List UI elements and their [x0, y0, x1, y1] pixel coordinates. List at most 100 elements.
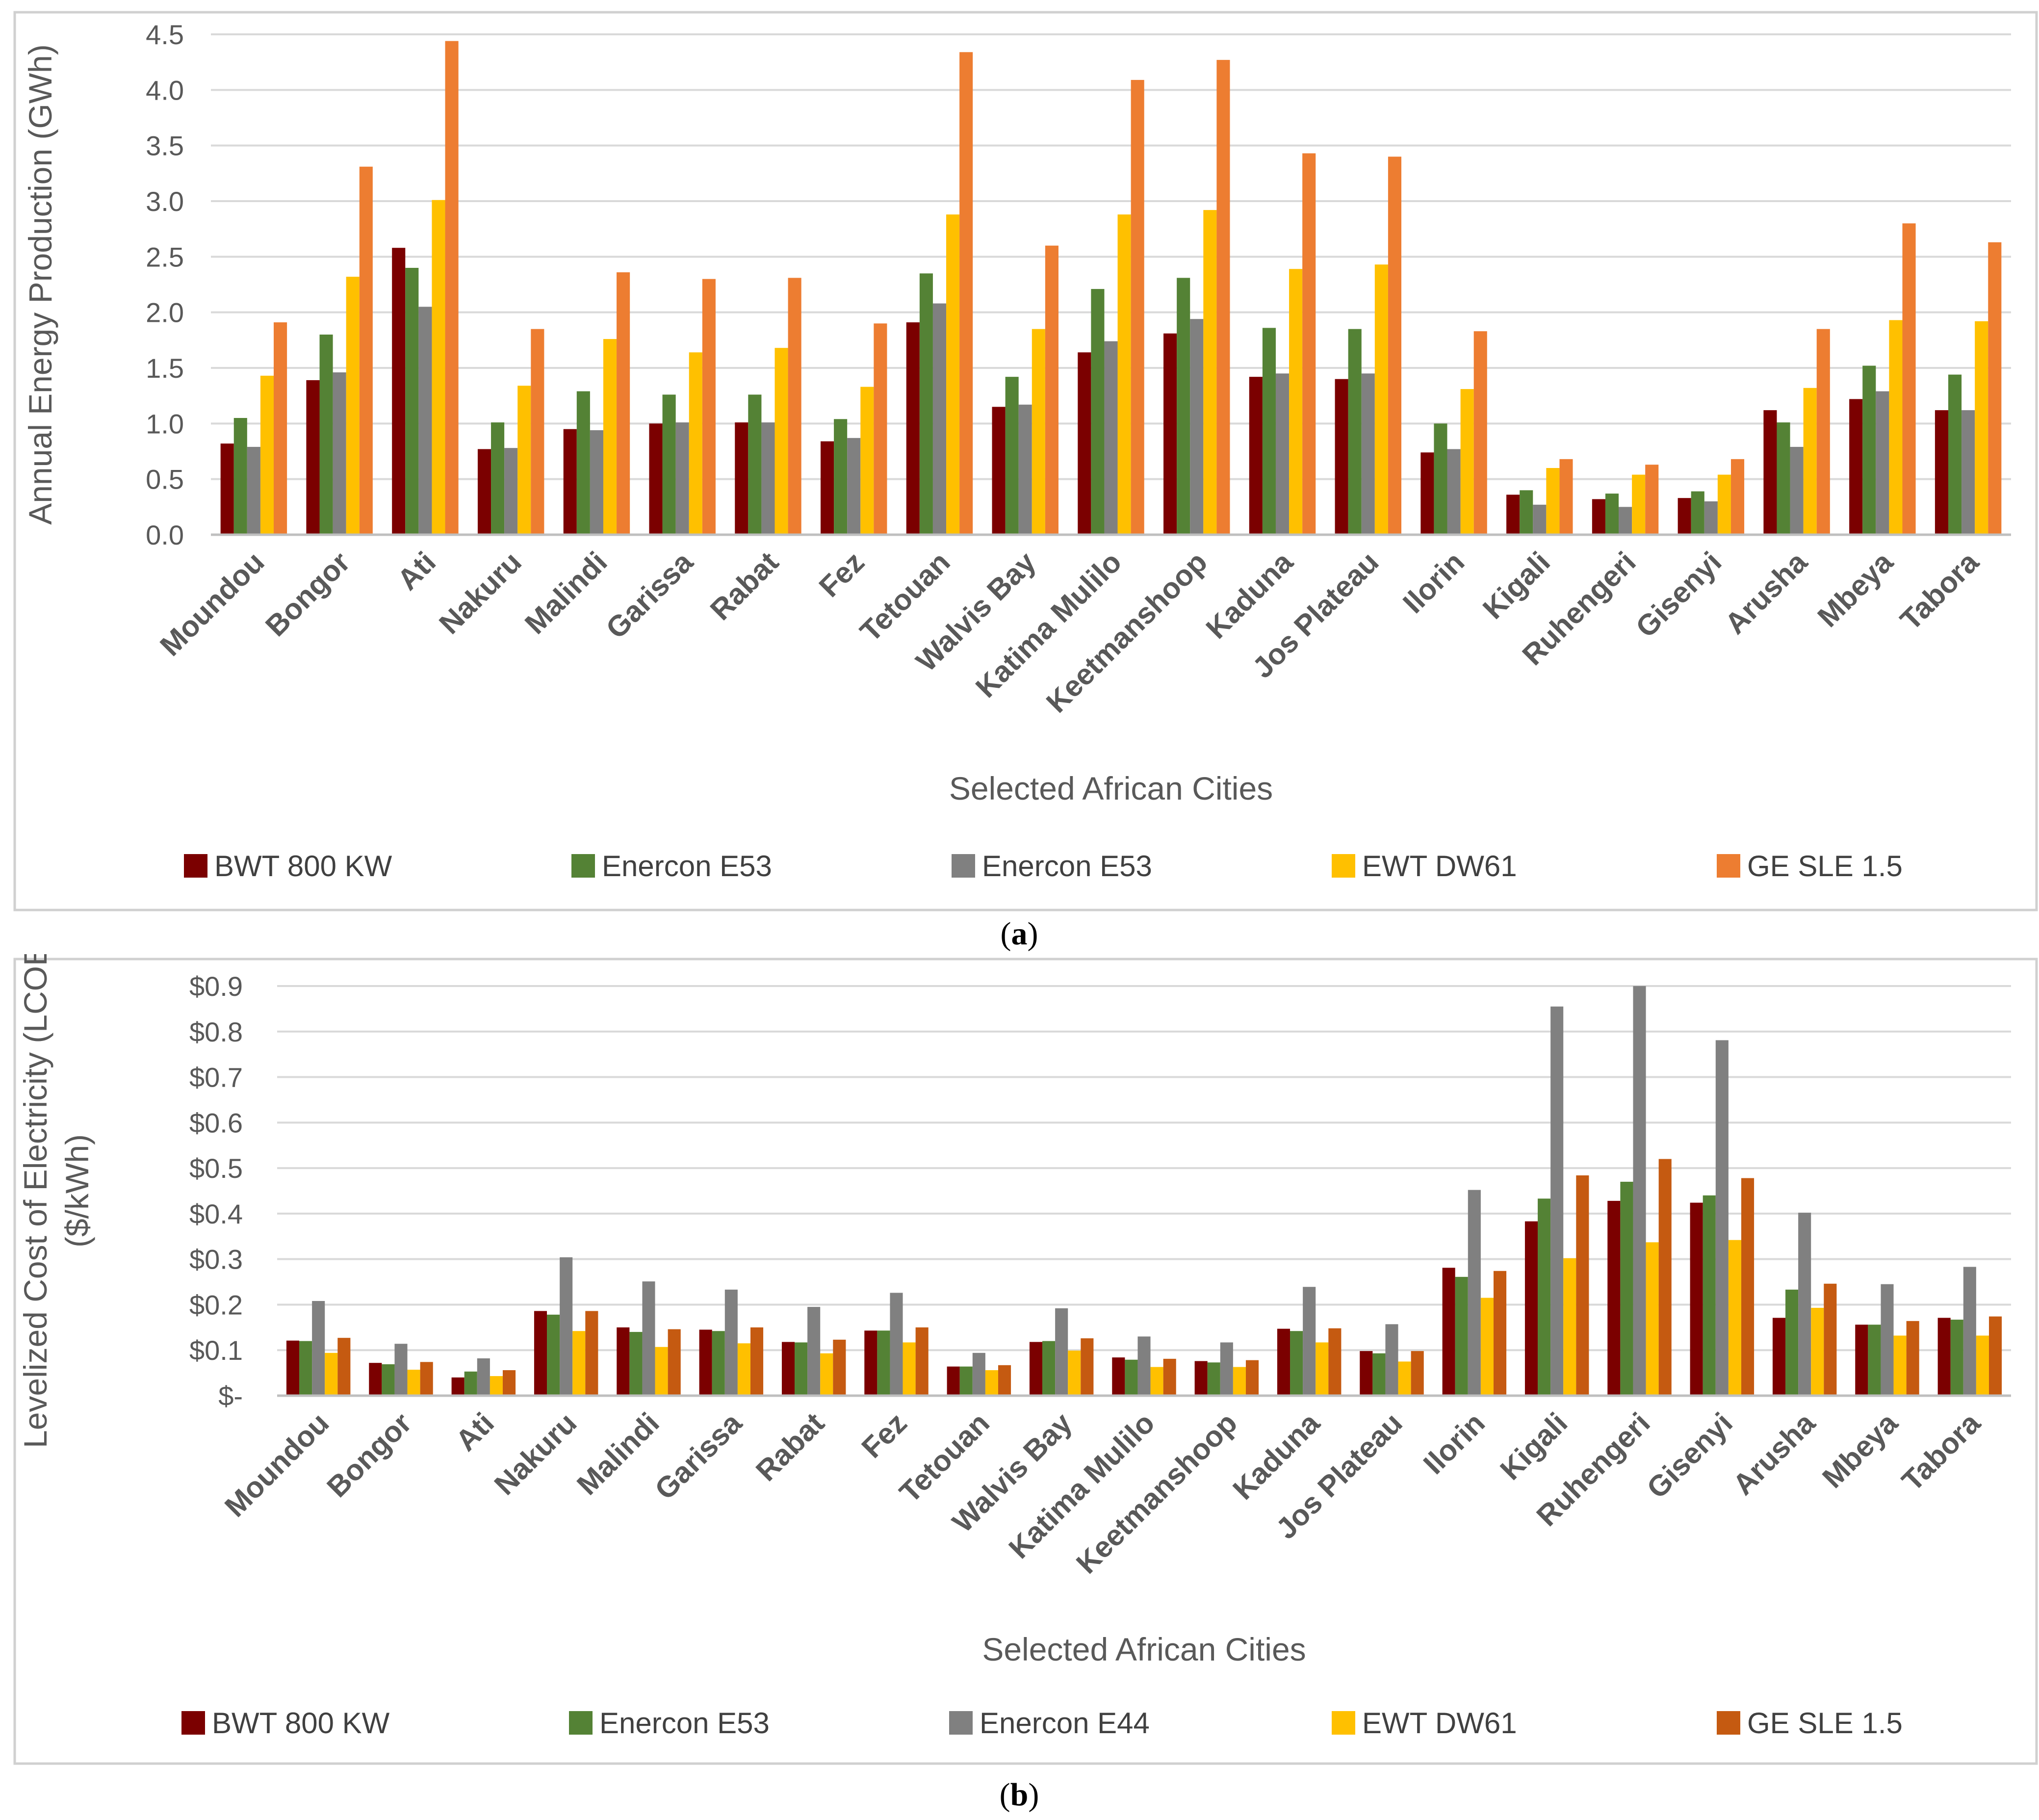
bar-bwt-800-kw-kaduna [1277, 1328, 1291, 1396]
bar-bwt-800-kw-malindi [617, 1327, 630, 1396]
bar-ge-sle-1-5-tabora [1988, 1316, 2002, 1396]
bar-enercon-e53-tetouan [959, 1366, 973, 1396]
bar-bwt-800-kw-ati [392, 248, 406, 535]
bar-enercon-e53-walvis-bay [1018, 404, 1032, 535]
bar-ge-sle-1-5-ruhengeri [1645, 465, 1659, 535]
bar-bwt-800-kw-ruhengeri [1607, 1200, 1621, 1396]
panel-caption-b: (b) [1000, 1777, 1039, 1813]
bar-ge-sle-1-5-arusha [1816, 329, 1830, 535]
bar-bwt-800-kw-katima-mulilo [1112, 1357, 1125, 1396]
bar-enercon-e53-walvis-bay [1005, 377, 1019, 535]
bar-bwt-800-kw-arusha [1772, 1318, 1786, 1396]
bar-ge-sle-1-5-ati [502, 1370, 516, 1396]
bar-ge-sle-1-5-mbeya [1906, 1321, 1919, 1396]
y-tick-label: $0.4 [189, 1198, 243, 1229]
bar-ge-sle-1-5-nakuru [531, 329, 544, 535]
y-tick-label: 3.5 [146, 130, 184, 161]
bar-ewt-dw61-ilorin [1480, 1298, 1494, 1396]
bar-ewt-dw61-gisenyi [1717, 474, 1731, 535]
bar-ge-sle-1-5-tabora [1988, 242, 2002, 535]
legend-label: Enercon E53 [982, 850, 1152, 883]
bar-enercon-e44-keetmanshoop [1220, 1342, 1233, 1396]
bar-ge-sle-1-5-gisenyi [1730, 459, 1745, 535]
bar-ewt-dw61-kaduna [1289, 269, 1303, 535]
bar-enercon-e53-tabora [1950, 1320, 1963, 1396]
bar-enercon-e53-kaduna [1262, 328, 1276, 535]
bar-ge-sle-1-5-ati [445, 41, 459, 535]
bar-enercon-e53-ruhengeri [1620, 1181, 1633, 1396]
bar-ewt-dw61-katima-mulilo [1117, 214, 1131, 535]
bar-ewt-dw61-tabora [1976, 1335, 1989, 1396]
bar-ewt-dw61-garissa [689, 352, 702, 535]
bar-enercon-e53-garissa [675, 422, 689, 535]
bar-enercon-e53-keetmanshoop [1177, 278, 1190, 535]
x-axis-title: Selected African Cities [982, 1631, 1306, 1667]
legend-label: BWT 800 KW [214, 850, 392, 883]
bar-ge-sle-1-5-kaduna [1302, 153, 1316, 535]
bar-ewt-dw61-tabora [1975, 321, 1988, 535]
bar-ewt-dw61-ilorin [1460, 389, 1474, 535]
bar-enercon-e44-kigali [1550, 1006, 1564, 1396]
bar-ewt-dw61-kigali [1546, 468, 1560, 535]
bar-bwt-800-kw-keetmanshoop [1194, 1361, 1208, 1396]
bar-bwt-800-kw-ilorin [1442, 1268, 1455, 1396]
bar-enercon-e44-arusha [1798, 1213, 1811, 1396]
bar-ge-sle-1-5-tetouan [998, 1365, 1011, 1396]
y-tick-label: 2.5 [146, 241, 184, 272]
bar-bwt-800-kw-arusha [1763, 410, 1777, 535]
legend-label: Enercon E53 [602, 850, 772, 883]
bar-bwt-800-kw-kigali [1506, 494, 1520, 535]
bar-ge-sle-1-5-ruhengeri [1658, 1159, 1672, 1396]
bar-ewt-dw61-tetouan [946, 214, 960, 535]
bar-ewt-dw61-mbeya [1893, 1335, 1907, 1396]
bar-bwt-800-kw-gisenyi [1678, 498, 1691, 535]
bar-bwt-800-kw-tabora [1937, 1318, 1951, 1396]
bar-enercon-e44-jos-plateau [1385, 1324, 1398, 1396]
bar-enercon-e53-bongor [319, 335, 333, 535]
bar-enercon-e53-mbeya [1868, 1325, 1881, 1396]
bar-enercon-e53-walvis-bay [1042, 1341, 1056, 1396]
bar-enercon-e53-jos-plateau [1348, 329, 1362, 535]
bar-ge-sle-1-5-tetouan [959, 52, 973, 535]
bar-bwt-800-kw-rabat [735, 422, 748, 535]
y-tick-label: 1.5 [146, 353, 184, 384]
bar-enercon-e53-bongor [382, 1364, 395, 1396]
bar-enercon-e53-kaduna [1290, 1331, 1303, 1396]
bar-enercon-e53-fez [877, 1330, 890, 1396]
bar-ge-sle-1-5-walvis-bay [1045, 245, 1058, 535]
y-tick-label: $- [218, 1380, 243, 1411]
bar-enercon-e53-moundou [247, 446, 260, 535]
bar-bwt-800-kw-ruhengeri [1592, 499, 1605, 535]
bar-enercon-e53-arusha [1790, 446, 1804, 535]
bar-enercon-e53-keetmanshoop [1190, 319, 1204, 535]
bar-ewt-dw61-moundou [325, 1352, 338, 1396]
legend-swatch [569, 1711, 593, 1735]
y-tick-label: $0.2 [189, 1289, 243, 1320]
bar-ewt-dw61-mbeya [1889, 320, 1903, 535]
bar-ewt-dw61-rabat [820, 1353, 833, 1396]
bar-ge-sle-1-5-malindi [617, 272, 630, 535]
bar-ewt-dw61-jos-plateau [1374, 264, 1388, 535]
bar-enercon-e53-nakuru [504, 448, 518, 535]
bar-enercon-e53-nakuru [491, 422, 505, 535]
bar-bwt-800-kw-nakuru [534, 1311, 547, 1396]
bar-enercon-e53-katima-mulilo [1104, 341, 1118, 535]
bar-enercon-e44-walvis-bay [1055, 1308, 1068, 1396]
bar-ewt-dw61-ati [490, 1376, 503, 1396]
bar-enercon-e53-arusha [1785, 1289, 1799, 1396]
bar-ge-sle-1-5-fez [915, 1327, 929, 1396]
bar-enercon-e53-ati [464, 1371, 477, 1396]
legend-label: BWT 800 KW [212, 1707, 390, 1740]
bar-ewt-dw61-fez [903, 1342, 916, 1396]
legend-label: EWT DW61 [1362, 1707, 1517, 1740]
bar-enercon-e53-garissa [712, 1331, 725, 1396]
bar-ge-sle-1-5-kigali [1576, 1175, 1589, 1396]
legend-swatch [181, 1711, 205, 1735]
legend-swatch [1332, 1711, 1355, 1735]
bar-enercon-e53-gisenyi [1703, 1195, 1716, 1396]
bar-enercon-e44-garissa [724, 1289, 738, 1396]
bar-ewt-dw61-nakuru [572, 1331, 586, 1396]
bar-ge-sle-1-5-moundou [337, 1338, 351, 1396]
bar-ge-sle-1-5-nakuru [585, 1311, 598, 1396]
bar-ge-sle-1-5-katima-mulilo [1163, 1358, 1176, 1396]
